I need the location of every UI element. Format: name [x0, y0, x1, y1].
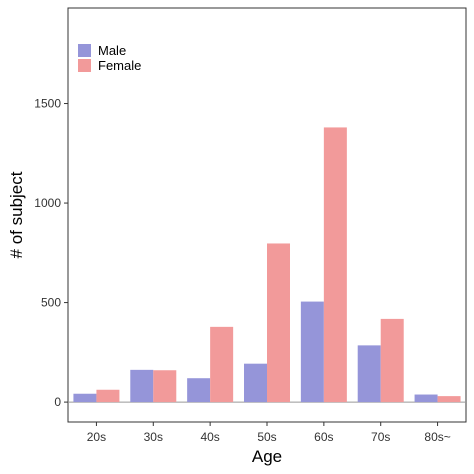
bar-male-40s [187, 378, 211, 403]
y-tick-label: 1000 [34, 196, 61, 210]
y-axis: 0 500 1000 1500 [34, 97, 68, 409]
legend-label-male: Male [98, 43, 126, 58]
x-axis: 20s 30s 40s 50s 60s 70s 80s~ [87, 422, 451, 444]
bar-female-40s [210, 326, 234, 403]
bar-female-30s [153, 370, 177, 403]
bar-female-50s [267, 243, 290, 403]
x-tick-label: 20s [87, 430, 106, 444]
bar-female-70s [380, 318, 404, 403]
bars-group [73, 127, 461, 403]
x-axis-title: Age [252, 447, 282, 466]
bar-male-50s [244, 363, 267, 403]
y-tick-label: 500 [41, 296, 61, 310]
x-tick-label: 30s [144, 430, 163, 444]
bar-male-70s [357, 345, 381, 403]
legend-key-male [78, 44, 91, 57]
bar-male-80s~ [414, 394, 438, 403]
bar-male-30s [130, 369, 154, 403]
bar-male-60s [300, 301, 324, 403]
legend-key-female [78, 59, 91, 72]
bar-female-60s [323, 127, 347, 403]
bar-male-20s [73, 393, 97, 403]
y-tick-label: 0 [54, 395, 61, 409]
bar-female-20s [96, 389, 120, 403]
x-tick-label: 70s [371, 430, 390, 444]
y-tick-label: 1500 [34, 97, 61, 111]
x-tick-label: 80s~ [424, 430, 450, 444]
x-tick-label: 40s [200, 430, 219, 444]
bar-female-80s~ [437, 396, 461, 403]
x-tick-label: 50s [257, 430, 276, 444]
legend-label-female: Female [98, 58, 141, 73]
x-tick-label: 60s [314, 430, 333, 444]
y-axis-title: # of subject [7, 171, 26, 258]
